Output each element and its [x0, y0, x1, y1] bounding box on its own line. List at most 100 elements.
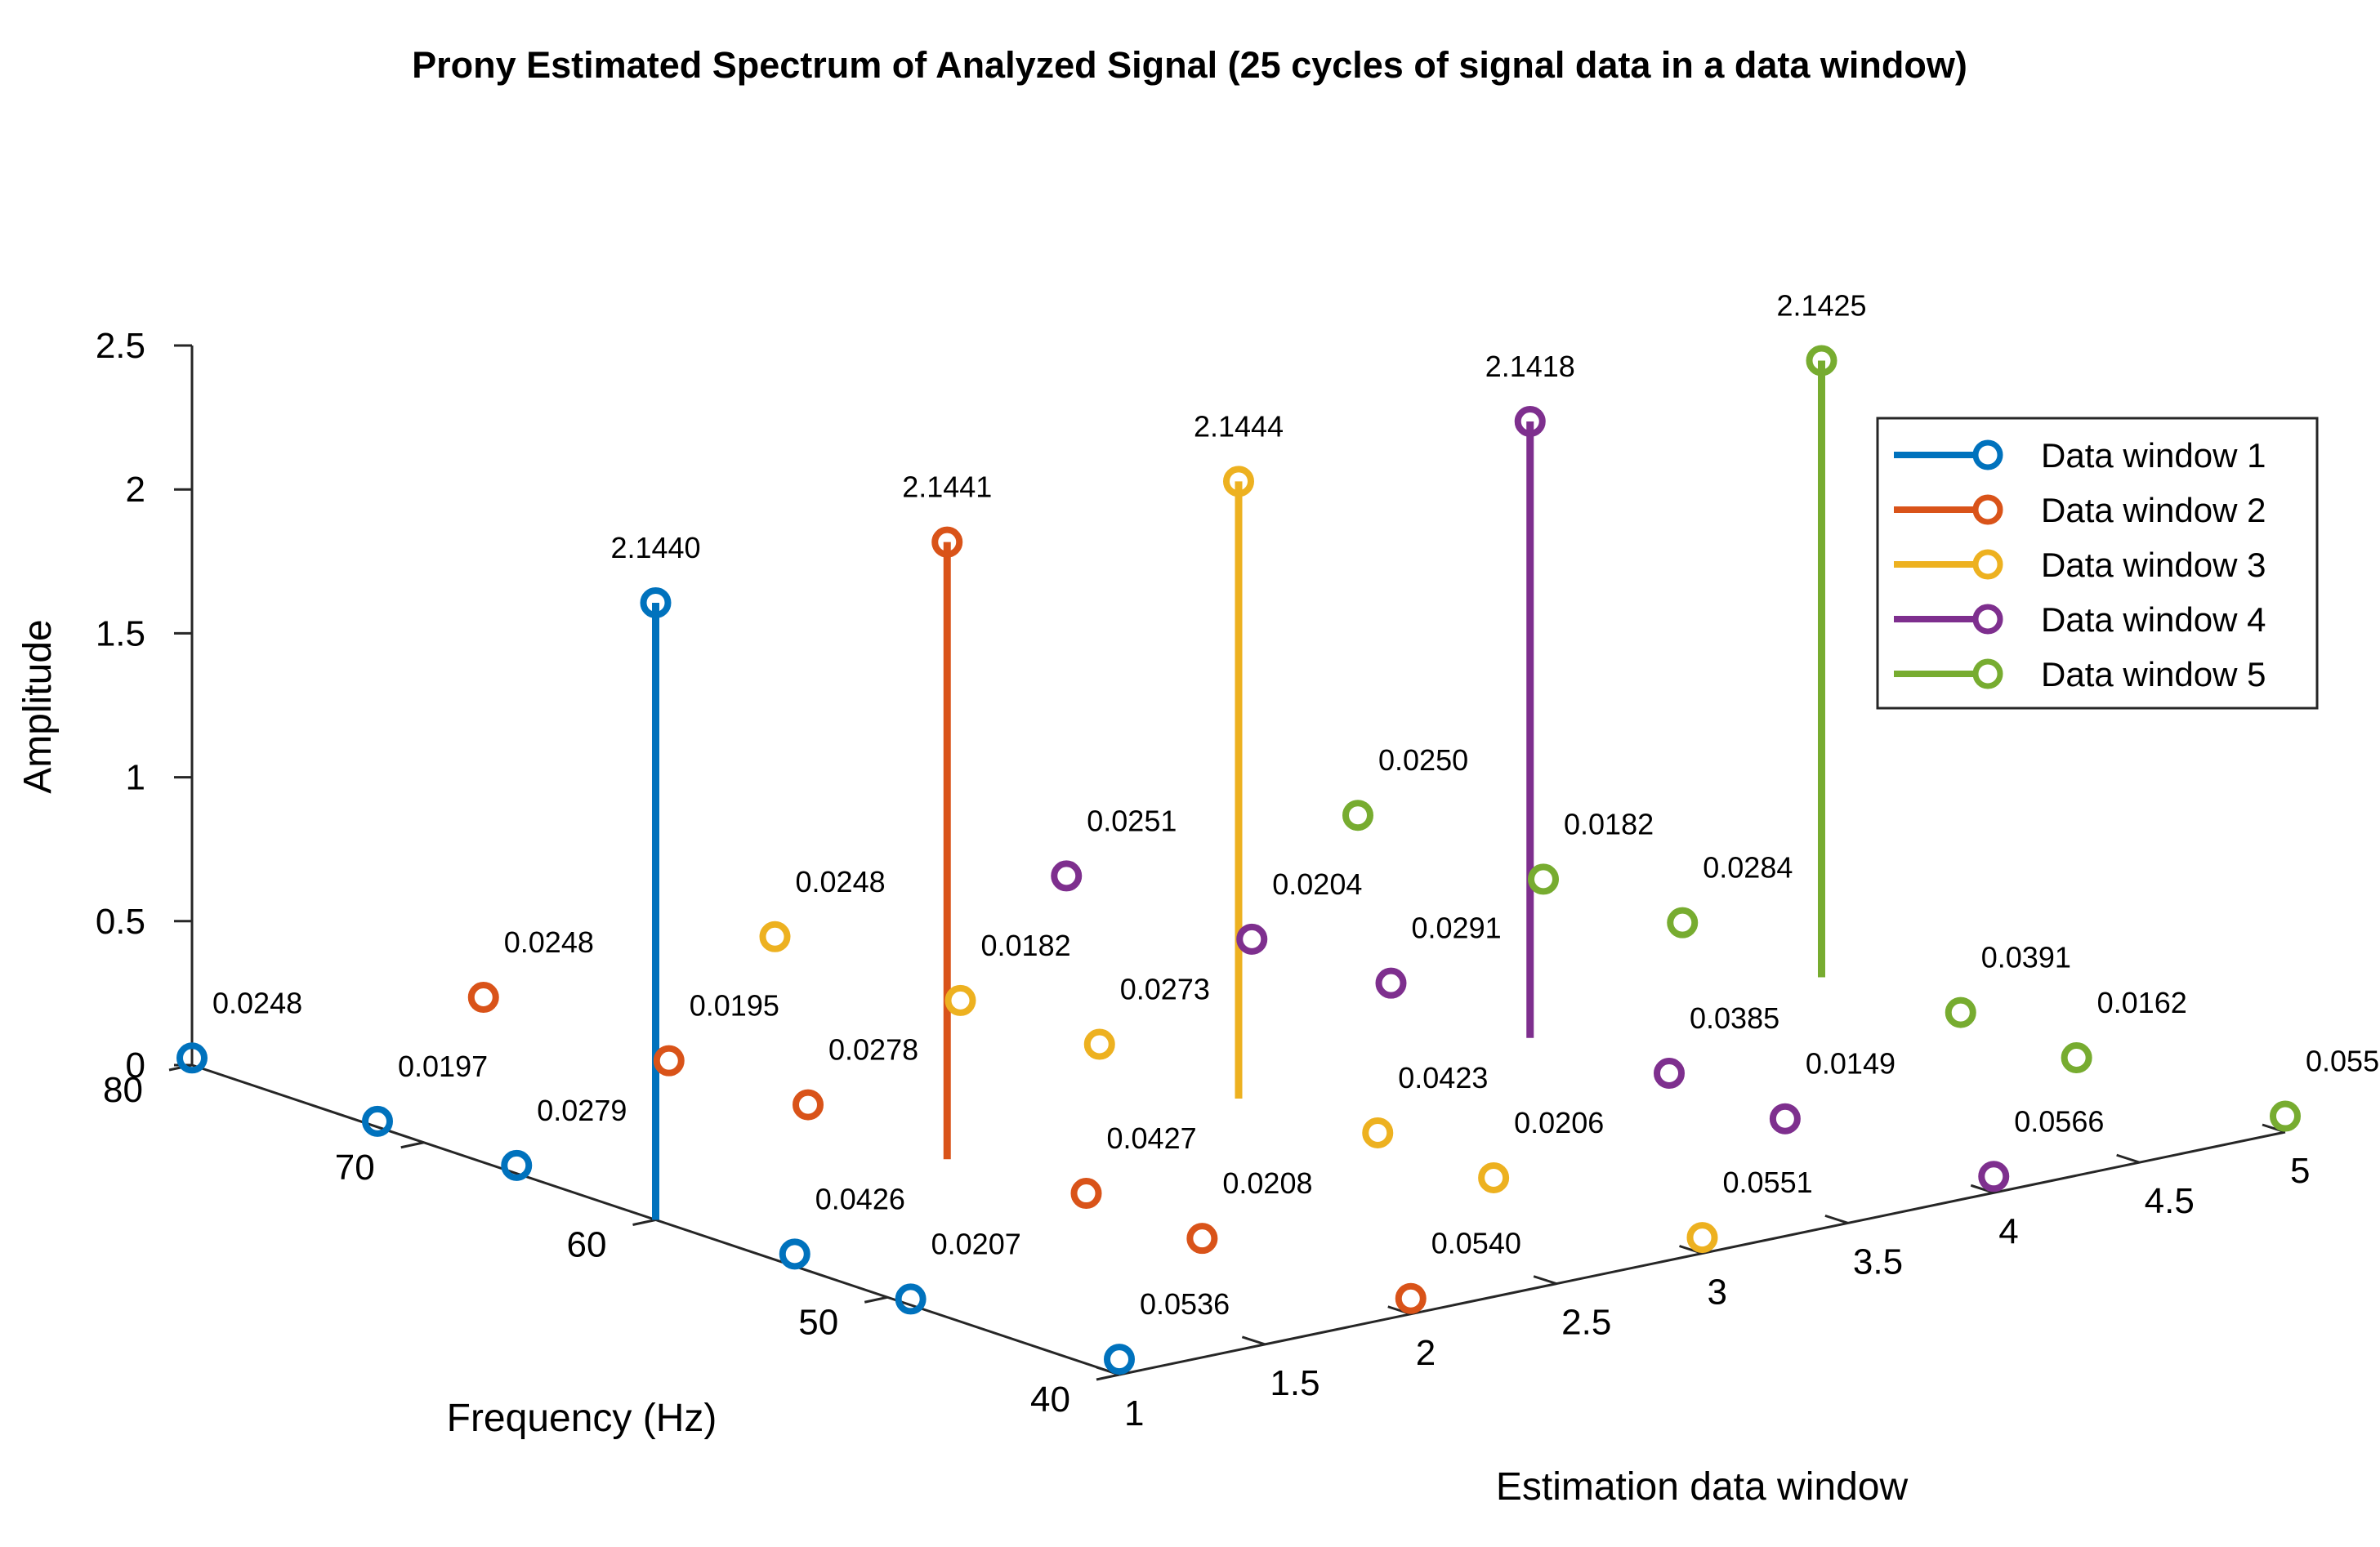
data-label: 0.0248 — [504, 925, 594, 959]
legend-item: Data window 2 — [1894, 491, 2266, 529]
data-point — [1223, 466, 1254, 497]
window-tick-label: 3 — [1708, 1273, 1727, 1313]
amplitude-tick-label: 0.5 — [96, 902, 145, 942]
data-label: 0.0197 — [398, 1050, 488, 1083]
series-1: 0.0248 0.0197 0.0279 2.1440 0.0426 0.0207 0.05… — [176, 531, 1230, 1375]
frequency-tick-mark — [400, 1141, 425, 1149]
chart-title: Prony Estimated Spectrum of Analyzed Sig… — [412, 44, 1967, 86]
frequency-tick-mark — [864, 1295, 888, 1304]
amplitude-ticks: 0 0.5 1 1.5 2 2.5 — [96, 326, 192, 1086]
window-tick-mark — [1241, 1335, 1266, 1346]
window-tick-label: 2.5 — [1561, 1303, 1611, 1343]
legend-label: Data window 2 — [2041, 491, 2266, 529]
series-4: 0.0251 0.0204 0.0291 2.1418 0.0385 0.0149 0.05… — [1051, 350, 2104, 1193]
legend-swatch-marker — [1972, 549, 2003, 580]
data-point — [1051, 860, 1083, 892]
data-label: 0.0248 — [212, 986, 302, 1019]
data-point — [467, 982, 499, 1014]
data-point — [1083, 1028, 1115, 1060]
data-point — [176, 1042, 208, 1074]
amplitude-tick-label: 1 — [126, 758, 145, 798]
data-point — [1769, 1103, 1801, 1135]
frequency-ticks: 40 50 60 70 80 — [103, 1063, 1120, 1420]
data-point — [779, 1238, 810, 1270]
data-label: 0.0279 — [537, 1094, 627, 1127]
legend-swatch-marker — [1972, 604, 2003, 635]
data-point — [1186, 1223, 1218, 1255]
data-label: 0.0426 — [815, 1182, 905, 1215]
legend-item: Data window 1 — [1894, 436, 2266, 475]
data-label: 0.0195 — [690, 989, 779, 1023]
data-point — [1686, 1222, 1718, 1254]
data-point — [1362, 1117, 1394, 1148]
frequency-axis-label: Frequency (Hz) — [447, 1397, 717, 1440]
data-label: 0.0250 — [1378, 743, 1468, 777]
stem-series: 0.0248 0.0197 0.0279 2.1440 0.0426 0.0207 0.05… — [176, 288, 2380, 1375]
data-label: 2.1440 — [610, 531, 700, 564]
data-label: 0.0391 — [1981, 941, 2071, 974]
data-point — [1342, 800, 1373, 831]
data-label: 0.0540 — [1431, 1227, 1521, 1260]
data-point — [1654, 1058, 1685, 1090]
series-3: 0.0248 0.0182 0.0273 2.1444 0.0423 0.0206 0.05… — [759, 409, 1813, 1254]
amplitude-tick-label: 1.5 — [96, 613, 145, 653]
amplitude-tick-label: 2 — [126, 470, 145, 510]
data-point — [1395, 1282, 1427, 1314]
data-point — [1236, 923, 1268, 955]
frequency-tick-mark — [632, 1219, 656, 1226]
data-point — [501, 1149, 533, 1181]
data-label: 0.0162 — [2097, 986, 2187, 1019]
data-point — [1978, 1161, 2010, 1193]
data-label: 0.0182 — [1564, 807, 1654, 840]
data-point — [1375, 967, 1407, 999]
data-label: 0.0251 — [1087, 804, 1177, 837]
data-point — [1806, 345, 1837, 377]
data-point — [653, 1045, 685, 1077]
legend-swatch-marker — [1972, 658, 2003, 689]
data-point — [1478, 1161, 1510, 1193]
data-point — [1070, 1178, 1102, 1210]
data-label: 0.0551 — [1723, 1166, 1813, 1199]
amplitude-tick-label: 0 — [126, 1045, 145, 1086]
data-label: 0.0248 — [796, 865, 886, 898]
legend-label: Data window 3 — [2041, 546, 2266, 584]
data-label: 2.1425 — [1776, 288, 1866, 322]
window-tick-mark — [1970, 1184, 1994, 1194]
data-point — [931, 526, 963, 558]
window-tick-label: 1 — [1124, 1393, 1144, 1433]
frequency-tick-mark — [1096, 1373, 1120, 1381]
data-label: 0.0385 — [1690, 1001, 1779, 1035]
data-point — [1514, 405, 1546, 437]
data-label: 0.0284 — [1703, 851, 1793, 885]
window-ticks: 1 1.5 2 2.5 3 3.5 4 4.5 5 — [1096, 1123, 2310, 1433]
data-label: 0.0273 — [1120, 973, 1210, 1006]
data-label: 0.0552 — [2306, 1045, 2380, 1078]
window-tick-label: 5 — [2290, 1151, 2310, 1191]
legend-label: Data window 5 — [2041, 655, 2266, 693]
data-label: 0.0149 — [1806, 1047, 1896, 1081]
data-point — [793, 1089, 824, 1121]
legend-label: Data window 4 — [2041, 600, 2266, 639]
data-label: 0.0291 — [1412, 912, 1502, 945]
frequency-tick-label: 60 — [567, 1225, 607, 1265]
data-label: 0.0208 — [1222, 1166, 1312, 1200]
data-point — [1667, 907, 1699, 938]
legend-swatch-marker — [1972, 439, 2003, 470]
legend-item: Data window 4 — [1894, 600, 2266, 639]
data-label: 0.0182 — [981, 929, 1071, 962]
data-label: 0.0566 — [2014, 1104, 2104, 1138]
window-tick-label: 3.5 — [1853, 1242, 1903, 1282]
data-point — [2270, 1100, 2301, 1132]
data-point — [2061, 1042, 2092, 1074]
data-point — [640, 586, 672, 618]
data-label: 2.1418 — [1485, 350, 1575, 383]
series-2: 0.0248 0.0195 0.0278 2.1441 0.0427 0.0208 0.05… — [467, 470, 1521, 1314]
data-label: 0.0427 — [1107, 1121, 1197, 1155]
data-label: 2.1441 — [902, 470, 992, 504]
frequency-tick-label: 50 — [798, 1302, 838, 1342]
data-label: 2.1444 — [1194, 409, 1284, 443]
legend-swatch-marker — [1972, 494, 2003, 525]
data-point — [895, 1283, 927, 1315]
data-label: 0.0204 — [1272, 867, 1362, 901]
